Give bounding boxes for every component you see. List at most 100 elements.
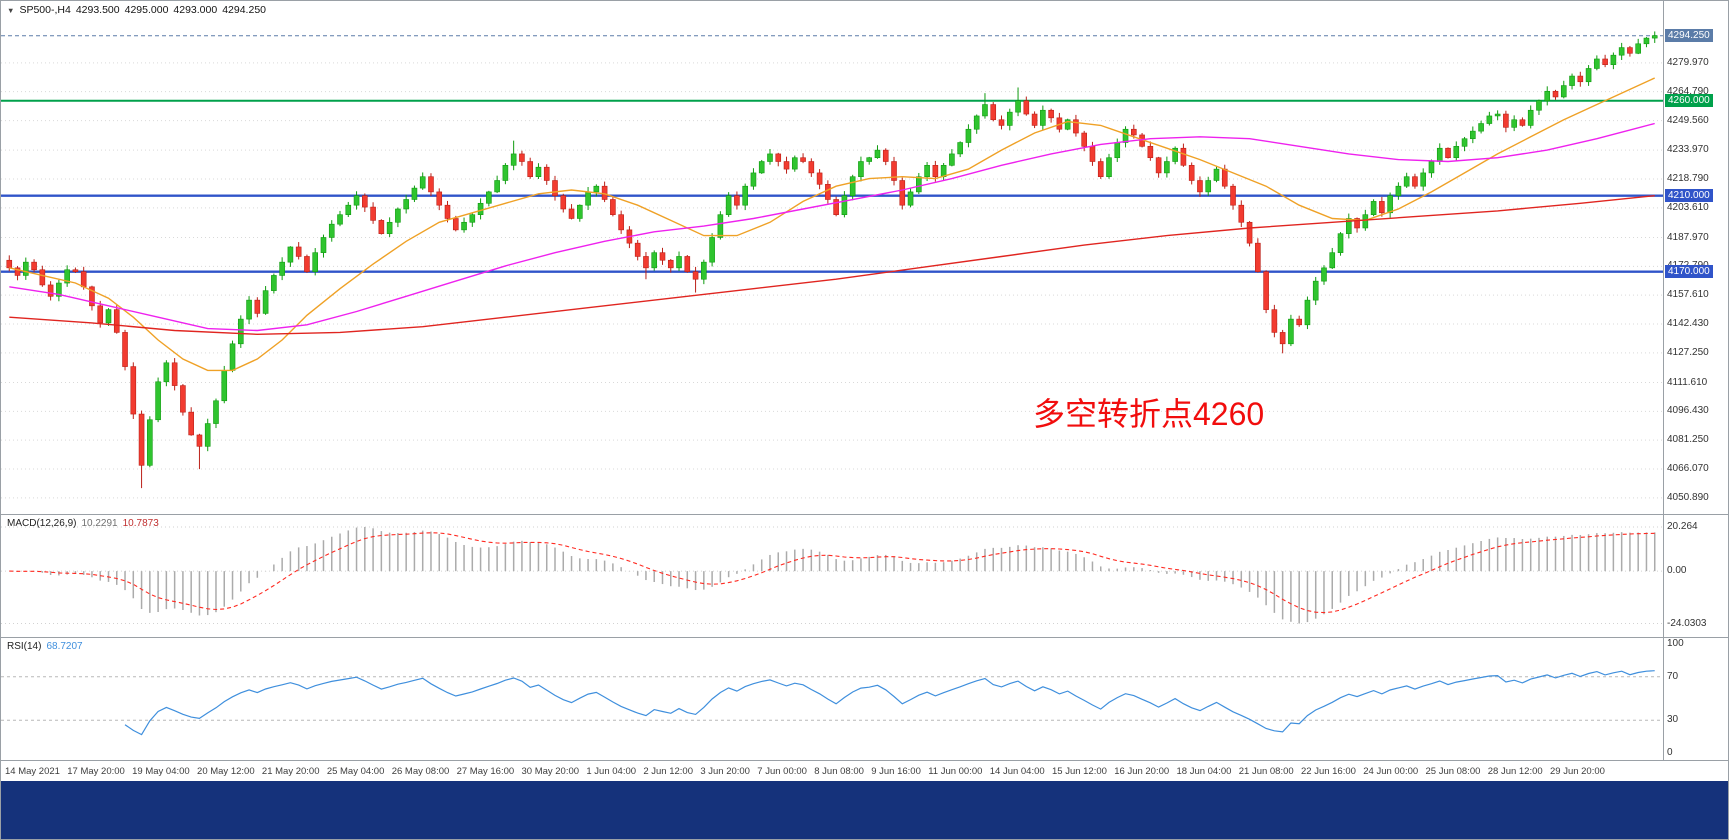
candle-body	[1023, 100, 1030, 115]
candle-body	[89, 286, 95, 307]
candle-body	[337, 214, 343, 225]
candle-body	[1246, 221, 1253, 244]
price-axis-label: 4050.890	[1667, 491, 1709, 503]
macd-axis[interactable]: 20.264 0.00 -24.0303	[1663, 515, 1728, 637]
macd-value-main: 10.2291	[81, 518, 118, 529]
price-axis-label: 4157.610	[1667, 289, 1709, 301]
rsi-chart[interactable]	[1, 638, 1663, 759]
candle-body	[866, 157, 873, 162]
candle-body	[849, 176, 856, 196]
candle-body	[1461, 138, 1468, 147]
candle-body	[1602, 58, 1608, 65]
candle-body	[411, 187, 418, 200]
candle-body	[510, 153, 517, 166]
time-axis-label: 30 May 20:00	[521, 766, 580, 777]
candle-body	[610, 199, 616, 215]
candle-body	[651, 252, 658, 269]
candle-body	[246, 299, 252, 320]
candle-body	[147, 419, 153, 466]
macd-indicator-panel[interactable]: 20.264 0.00 -24.0303 MACD(12,26,9) 10.2291 1…	[1, 515, 1728, 638]
time-axis-label: 17 May 20:00	[67, 766, 125, 777]
candle-body	[1627, 47, 1633, 54]
candle-body	[990, 104, 997, 121]
price-axis-label: 4279.970	[1667, 56, 1709, 68]
candle-body	[758, 161, 765, 174]
candle-body	[171, 362, 178, 386]
candle-body	[659, 252, 666, 261]
candle-body	[858, 161, 864, 178]
candle-body	[6, 259, 13, 269]
candle-body	[80, 271, 87, 288]
candle-body	[940, 165, 947, 178]
time-axis-label: 2 Jun 12:00	[643, 766, 693, 777]
candle-body	[1436, 147, 1443, 162]
candle-body	[1271, 309, 1278, 333]
candle-body	[1155, 157, 1162, 174]
candle-body	[907, 191, 914, 206]
macd-chart[interactable]	[1, 515, 1663, 636]
candle-body	[1527, 109, 1534, 126]
time-axis-label: 25 Jun 08:00	[1425, 766, 1481, 777]
candle-body	[47, 284, 54, 297]
price-chart[interactable]	[1, 1, 1663, 513]
candle-body	[916, 176, 922, 193]
ma-fast-orange	[9, 77, 1655, 372]
candle-body	[436, 191, 443, 206]
price-axis-label: 4218.790	[1667, 173, 1709, 184]
price-axis-label: 4066.070	[1667, 462, 1709, 474]
candle-body	[1180, 147, 1187, 166]
candle-body	[874, 149, 881, 159]
price-axis[interactable]: 4279.970 4264.790 4249.560 4233.970 4218.790…	[1663, 1, 1728, 514]
rsi-indicator-panel[interactable]: 100 70 30 0 RSI(14) 68.7207	[1, 638, 1728, 761]
candle-body	[1263, 271, 1269, 310]
candle-body	[362, 195, 368, 208]
candle-body	[577, 204, 583, 219]
close-price: 4294.250	[222, 4, 266, 16]
price-axis-label: 4081.250	[1667, 434, 1709, 446]
ma-slow-red	[9, 195, 1655, 336]
rsi-axis[interactable]: 100 70 30 0	[1663, 638, 1728, 760]
candle-body	[1048, 109, 1054, 119]
candle-body	[1288, 318, 1294, 345]
candle-body	[667, 259, 674, 269]
rsi-name: RSI(14)	[7, 641, 42, 652]
candle-body	[1643, 37, 1650, 45]
candle-body	[841, 195, 848, 215]
macd-name: MACD(12,26,9)	[7, 518, 77, 529]
price-axis-label: 4264.790	[1667, 85, 1709, 97]
candle-body	[345, 204, 352, 215]
candle-body	[204, 423, 211, 447]
time-axis-label: 29 Jun 20:00	[1549, 766, 1605, 777]
candle-body	[1569, 75, 1575, 86]
candle-body	[1345, 218, 1352, 234]
candle-body	[1040, 109, 1046, 126]
annotation-text[interactable]: 多空转折点4260	[1033, 396, 1265, 432]
level-price-tag: 4170.000	[1665, 264, 1713, 278]
candle-body	[1006, 111, 1013, 126]
candle-body	[1279, 332, 1286, 345]
candle-body	[585, 191, 591, 206]
candle-body	[924, 165, 930, 178]
candle-body	[23, 261, 29, 276]
rsi-value: 68.7207	[46, 641, 83, 652]
candle-body	[1585, 68, 1592, 83]
price-axis-label: 4127.250	[1667, 346, 1709, 358]
candle-body	[304, 256, 310, 272]
symbol-timeframe-label: SP500-,H4	[19, 4, 71, 16]
candle-body	[452, 218, 459, 231]
candle-body	[775, 153, 782, 162]
candle-body	[287, 246, 294, 263]
price-chart-panel[interactable]: 4279.970 4264.790 4249.560 4233.970 4218.790…	[1, 1, 1728, 515]
candle-body	[1230, 185, 1236, 206]
candle-body	[279, 261, 285, 276]
candle-body	[64, 269, 70, 284]
candle-body	[14, 267, 21, 276]
candle-body	[552, 180, 558, 196]
bottom-bar	[1, 781, 1728, 839]
macd-signal-line	[9, 532, 1655, 614]
candle-body	[1188, 165, 1195, 181]
candle-body	[1238, 204, 1245, 223]
candle-body	[469, 214, 476, 223]
candle-body	[676, 256, 682, 269]
dropdown-icon[interactable]: ▼	[7, 6, 15, 15]
